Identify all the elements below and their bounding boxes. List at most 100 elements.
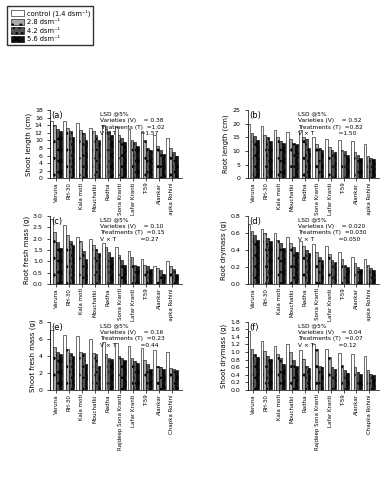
Bar xyxy=(66,128,69,178)
Bar xyxy=(299,130,302,178)
Bar xyxy=(159,270,162,284)
Text: (a): (a) xyxy=(51,112,63,120)
Bar xyxy=(76,238,79,284)
Bar xyxy=(260,126,263,178)
Bar xyxy=(318,257,320,284)
Bar xyxy=(346,155,349,178)
Text: LSD @5%
Varieties (V)    = 0.38
Treatments (T)  =1.02
V × T             =1.57: LSD @5% Varieties (V) = 0.38 Treatments … xyxy=(100,112,165,136)
Bar xyxy=(175,156,178,178)
Bar xyxy=(166,262,169,284)
Bar xyxy=(123,360,126,390)
Bar xyxy=(370,268,372,284)
Bar xyxy=(172,368,175,390)
Bar xyxy=(144,140,146,178)
Bar xyxy=(260,228,263,284)
Bar xyxy=(59,354,62,390)
Bar xyxy=(338,140,341,178)
Bar xyxy=(274,346,276,390)
Bar xyxy=(269,142,272,178)
Bar xyxy=(351,142,354,178)
Bar xyxy=(341,258,344,284)
Bar xyxy=(331,150,334,178)
Bar xyxy=(354,263,356,284)
Bar xyxy=(372,159,375,178)
Bar xyxy=(286,237,289,284)
Bar xyxy=(366,370,369,390)
Bar xyxy=(146,148,149,178)
Bar xyxy=(175,274,178,284)
Bar xyxy=(266,238,269,284)
Bar xyxy=(118,254,120,284)
Bar xyxy=(105,129,108,178)
Bar xyxy=(149,368,152,390)
Bar xyxy=(321,367,324,390)
Bar xyxy=(295,144,298,178)
Bar xyxy=(169,368,172,390)
Bar xyxy=(144,360,146,390)
Bar xyxy=(305,366,308,390)
Bar xyxy=(318,148,320,178)
Bar xyxy=(360,158,362,178)
Bar xyxy=(136,362,139,390)
Bar xyxy=(302,138,305,178)
Bar xyxy=(292,360,295,390)
Text: (d): (d) xyxy=(249,217,261,226)
Bar xyxy=(69,131,72,178)
Bar xyxy=(279,243,282,284)
Bar xyxy=(328,356,330,390)
Bar xyxy=(289,352,292,390)
Bar xyxy=(123,265,126,284)
Bar xyxy=(118,134,120,178)
Bar xyxy=(108,252,110,284)
Bar xyxy=(56,242,59,284)
Bar xyxy=(149,270,152,284)
Bar xyxy=(305,138,308,178)
Bar xyxy=(344,151,346,178)
Bar xyxy=(302,246,305,284)
Bar xyxy=(334,369,336,390)
Bar xyxy=(140,131,143,178)
Bar xyxy=(95,134,98,178)
Bar xyxy=(134,265,136,284)
Bar xyxy=(356,267,359,284)
Bar xyxy=(253,354,256,390)
Legend: control (1.4 dsm⁻¹), 2.8 dsm⁻¹, 4.2 dsm⁻¹, 5.6 dsm⁻¹: control (1.4 dsm⁻¹), 2.8 dsm⁻¹, 4.2 dsm⁻… xyxy=(7,6,93,46)
Bar xyxy=(66,235,69,284)
Bar xyxy=(56,352,59,390)
Bar xyxy=(282,143,285,178)
Bar xyxy=(289,138,292,178)
Bar xyxy=(331,367,334,390)
Bar xyxy=(264,233,266,284)
Bar xyxy=(331,260,334,284)
Bar xyxy=(274,130,276,178)
Bar xyxy=(85,259,87,284)
Bar xyxy=(295,252,298,284)
Bar xyxy=(292,143,295,178)
Bar xyxy=(312,344,315,390)
Text: LSD @5%
Varieties (V)    = 0.020
Treatments (T)  =0.030
V × T             =0.050: LSD @5% Varieties (V) = 0.020 Treatments… xyxy=(298,217,366,242)
Y-axis label: Root length (cm): Root length (cm) xyxy=(223,115,229,174)
Bar xyxy=(256,356,259,390)
Bar xyxy=(364,356,366,390)
Bar xyxy=(79,241,82,284)
Bar xyxy=(105,246,108,284)
Bar xyxy=(356,155,359,178)
Bar xyxy=(110,257,113,284)
Bar xyxy=(248,224,250,284)
Bar xyxy=(156,146,159,178)
Bar xyxy=(53,348,56,390)
Bar xyxy=(354,152,356,178)
Bar xyxy=(256,140,259,178)
Bar xyxy=(166,138,169,178)
Bar xyxy=(95,354,98,390)
Bar xyxy=(328,254,330,284)
Bar xyxy=(356,372,359,390)
Bar xyxy=(360,374,362,390)
Bar xyxy=(98,254,100,284)
Bar xyxy=(305,250,308,284)
Bar xyxy=(256,240,259,284)
Bar xyxy=(76,336,79,390)
Bar xyxy=(251,133,253,178)
Bar xyxy=(95,249,98,284)
Bar xyxy=(85,364,87,390)
